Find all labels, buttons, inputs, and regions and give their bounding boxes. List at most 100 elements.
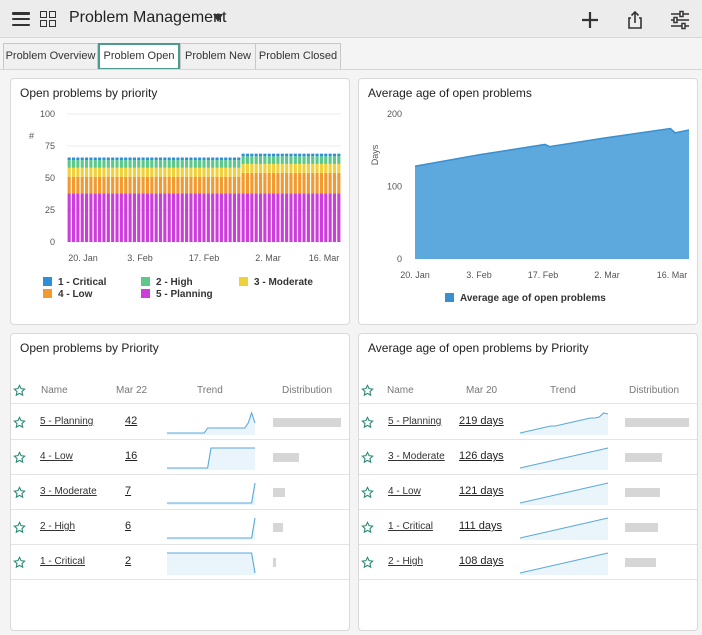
- tab-problem-open[interactable]: Problem Open: [98, 43, 180, 70]
- bar-segment[interactable]: [124, 167, 128, 177]
- bar-segment[interactable]: [158, 167, 163, 177]
- bar-segment[interactable]: [89, 160, 93, 168]
- bar-segment[interactable]: [167, 160, 171, 168]
- bar-segment[interactable]: [241, 163, 245, 173]
- bar-segment[interactable]: [293, 193, 297, 242]
- bar-segment[interactable]: [93, 193, 97, 242]
- bar-segment[interactable]: [263, 156, 267, 164]
- bar-segment[interactable]: [254, 193, 258, 242]
- star-icon[interactable]: [361, 451, 374, 464]
- bar-segment[interactable]: [180, 167, 184, 177]
- bar-segment[interactable]: [328, 156, 332, 164]
- bar-segment[interactable]: [224, 157, 228, 161]
- bar-segment[interactable]: [258, 153, 263, 157]
- bar-segment[interactable]: [76, 193, 80, 242]
- distribution-bar[interactable]: [625, 453, 663, 462]
- distribution-bar[interactable]: [625, 488, 661, 497]
- bar-segment[interactable]: [258, 172, 263, 194]
- title-dropdown-icon[interactable]: [213, 14, 223, 22]
- bar-segment[interactable]: [137, 160, 141, 168]
- tab-problem-overview[interactable]: Problem Overview: [3, 43, 98, 70]
- row-name-link[interactable]: 1 - Critical: [40, 556, 86, 567]
- tab-problem-new[interactable]: Problem New: [180, 43, 256, 70]
- bar-segment[interactable]: [180, 160, 184, 168]
- bar-segment[interactable]: [71, 193, 76, 242]
- bar-segment[interactable]: [132, 157, 136, 161]
- bar-segment[interactable]: [67, 193, 71, 242]
- bar-segment[interactable]: [128, 160, 132, 168]
- bar-segment[interactable]: [137, 157, 141, 161]
- bar-segment[interactable]: [67, 176, 71, 194]
- bar-segment[interactable]: [145, 193, 150, 242]
- bar-segment[interactable]: [185, 193, 189, 242]
- bar-segment[interactable]: [319, 172, 323, 194]
- bar-segment[interactable]: [145, 176, 150, 194]
- bar-segment[interactable]: [189, 160, 193, 168]
- bar-segment[interactable]: [285, 156, 289, 164]
- bar-segment[interactable]: [111, 176, 115, 194]
- bar-segment[interactable]: [276, 172, 280, 194]
- star-icon[interactable]: [13, 384, 26, 397]
- bar-segment[interactable]: [328, 163, 332, 173]
- bar-segment[interactable]: [124, 176, 128, 194]
- bar-segment[interactable]: [98, 176, 102, 194]
- bar-segment[interactable]: [154, 167, 158, 177]
- bar-segment[interactable]: [280, 153, 284, 157]
- bar-segment[interactable]: [163, 160, 167, 168]
- bar-segment[interactable]: [315, 153, 319, 157]
- bar-segment[interactable]: [298, 193, 302, 242]
- bar-segment[interactable]: [176, 176, 180, 194]
- bar-segment[interactable]: [76, 167, 80, 177]
- bar-segment[interactable]: [302, 193, 306, 242]
- bar-segment[interactable]: [319, 163, 323, 173]
- bar-segment[interactable]: [93, 157, 97, 161]
- bar-segment[interactable]: [85, 193, 89, 242]
- legend-moderate[interactable]: 3 - Moderate: [239, 277, 313, 288]
- bar-segment[interactable]: [115, 167, 119, 177]
- grid-icon[interactable]: [40, 11, 56, 27]
- bar-segment[interactable]: [241, 172, 245, 194]
- bar-segment[interactable]: [71, 176, 76, 194]
- bar-segment[interactable]: [171, 176, 176, 194]
- bar-segment[interactable]: [128, 157, 132, 161]
- bar-segment[interactable]: [106, 157, 110, 161]
- bar-segment[interactable]: [211, 157, 215, 161]
- bar-segment[interactable]: [228, 160, 232, 168]
- bar-segment[interactable]: [224, 167, 228, 177]
- legend-planning[interactable]: 5 - Planning: [141, 289, 213, 300]
- bar-segment[interactable]: [193, 157, 197, 161]
- bar-segment[interactable]: [171, 193, 176, 242]
- bar-segment[interactable]: [141, 160, 145, 168]
- bar-segment[interactable]: [237, 176, 241, 194]
- sliders-icon[interactable]: [669, 9, 691, 31]
- bar-segment[interactable]: [241, 156, 245, 164]
- bar-segment[interactable]: [106, 167, 110, 177]
- bar-segment[interactable]: [272, 163, 276, 173]
- bar-segment[interactable]: [215, 167, 219, 177]
- bar-segment[interactable]: [206, 157, 210, 161]
- area-series[interactable]: [415, 128, 689, 260]
- share-icon[interactable]: [624, 9, 646, 31]
- bar-segment[interactable]: [193, 160, 197, 168]
- bar-segment[interactable]: [137, 176, 141, 194]
- bar-segment[interactable]: [211, 193, 215, 242]
- bar-segment[interactable]: [302, 156, 306, 164]
- bar-segment[interactable]: [98, 167, 102, 177]
- bar-segment[interactable]: [237, 193, 241, 242]
- bar-segment[interactable]: [311, 172, 315, 194]
- bar-segment[interactable]: [145, 160, 150, 168]
- bar-segment[interactable]: [267, 153, 271, 157]
- bar-segment[interactable]: [119, 167, 123, 177]
- distribution-bar[interactable]: [273, 558, 276, 567]
- bar-segment[interactable]: [258, 163, 263, 173]
- bar-segment[interactable]: [241, 193, 245, 242]
- bar-segment[interactable]: [228, 167, 232, 177]
- bar-segment[interactable]: [115, 160, 119, 168]
- star-icon[interactable]: [361, 486, 374, 499]
- row-value-link[interactable]: 111 days: [459, 520, 503, 532]
- bar-segment[interactable]: [306, 172, 310, 194]
- bar-segment[interactable]: [206, 193, 210, 242]
- bar-segment[interactable]: [302, 172, 306, 194]
- bar-segment[interactable]: [311, 193, 315, 242]
- bar-segment[interactable]: [319, 153, 323, 157]
